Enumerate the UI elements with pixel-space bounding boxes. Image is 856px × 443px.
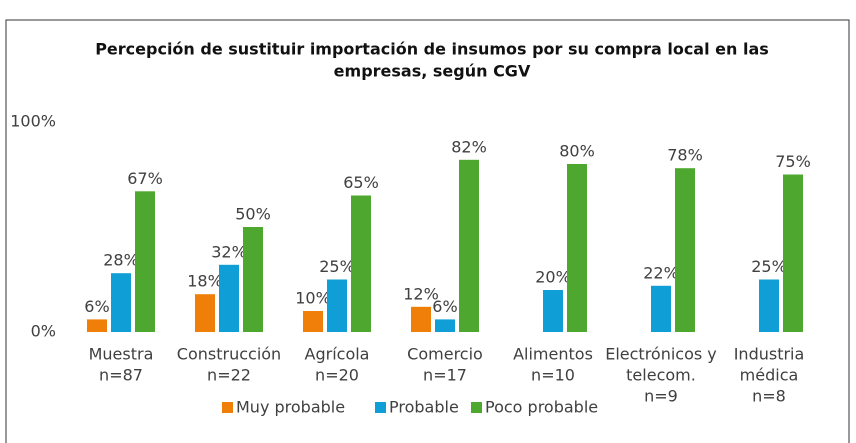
bar: [327, 279, 347, 332]
bar: [567, 164, 587, 332]
legend-swatch: [471, 402, 482, 413]
bar: [111, 273, 131, 332]
x-tick-label: n=8: [752, 387, 786, 406]
bar: [675, 168, 695, 332]
data-label: 67%: [127, 169, 163, 188]
data-label: 78%: [667, 146, 703, 165]
x-tick-label: Comercio: [407, 345, 483, 364]
bar: [759, 279, 779, 332]
bar: [219, 264, 239, 332]
bar: [87, 319, 107, 332]
data-label: 50%: [235, 205, 271, 224]
data-label: 82%: [451, 137, 487, 156]
x-tick-label: Muestra: [89, 345, 154, 364]
x-tick-label: Construcción: [177, 345, 281, 364]
data-label: 22%: [643, 263, 679, 282]
bar: [135, 191, 155, 332]
x-tick-label: n=10: [531, 366, 575, 385]
y-tick-label: 100%: [10, 112, 56, 131]
bar: [411, 306, 431, 332]
data-label: 6%: [84, 297, 109, 316]
data-label: 80%: [559, 142, 595, 161]
y-tick-label: 0%: [31, 322, 56, 341]
x-tick-label: telecom.: [626, 366, 696, 385]
legend-swatch: [375, 402, 386, 413]
x-tick-label: n=87: [99, 366, 143, 385]
frame: [5, 19, 850, 443]
data-label: 28%: [103, 251, 139, 270]
x-tick-label: Agrícola: [305, 345, 370, 364]
x-tick-label: Industria: [734, 345, 805, 364]
bar: [543, 290, 563, 332]
bar: [435, 319, 455, 332]
data-label: 18%: [187, 272, 223, 291]
data-label: 75%: [775, 152, 811, 171]
chart-title: empresas, según CGV: [334, 62, 531, 81]
data-label: 12%: [403, 284, 439, 303]
data-label: 25%: [751, 257, 787, 276]
chart-title: Percepción de sustituir importación de i…: [95, 40, 769, 59]
bar: [459, 159, 479, 332]
data-label: 10%: [295, 289, 331, 308]
legend-label: Muy probable: [236, 398, 345, 417]
x-tick-label: médica: [740, 366, 799, 385]
data-label: 25%: [319, 257, 355, 276]
bar: [783, 174, 803, 332]
x-tick-label: n=9: [644, 387, 678, 406]
x-tick-label: n=17: [423, 366, 467, 385]
legend-label: Poco probable: [485, 398, 598, 417]
bar: [195, 294, 215, 332]
x-tick-label: n=20: [315, 366, 359, 385]
bar: [351, 195, 371, 332]
x-tick-label: n=22: [207, 366, 251, 385]
bar: [303, 311, 323, 332]
data-label: 6%: [432, 297, 457, 316]
x-tick-label: Alimentos: [513, 345, 593, 364]
legend-swatch: [222, 402, 233, 413]
data-label: 20%: [535, 268, 571, 287]
legend-label: Probable: [389, 398, 459, 417]
bar: [651, 285, 671, 332]
data-label: 32%: [211, 242, 247, 261]
data-label: 65%: [343, 173, 379, 192]
x-tick-label: Electrónicos y: [605, 345, 717, 364]
bar: [243, 227, 263, 332]
